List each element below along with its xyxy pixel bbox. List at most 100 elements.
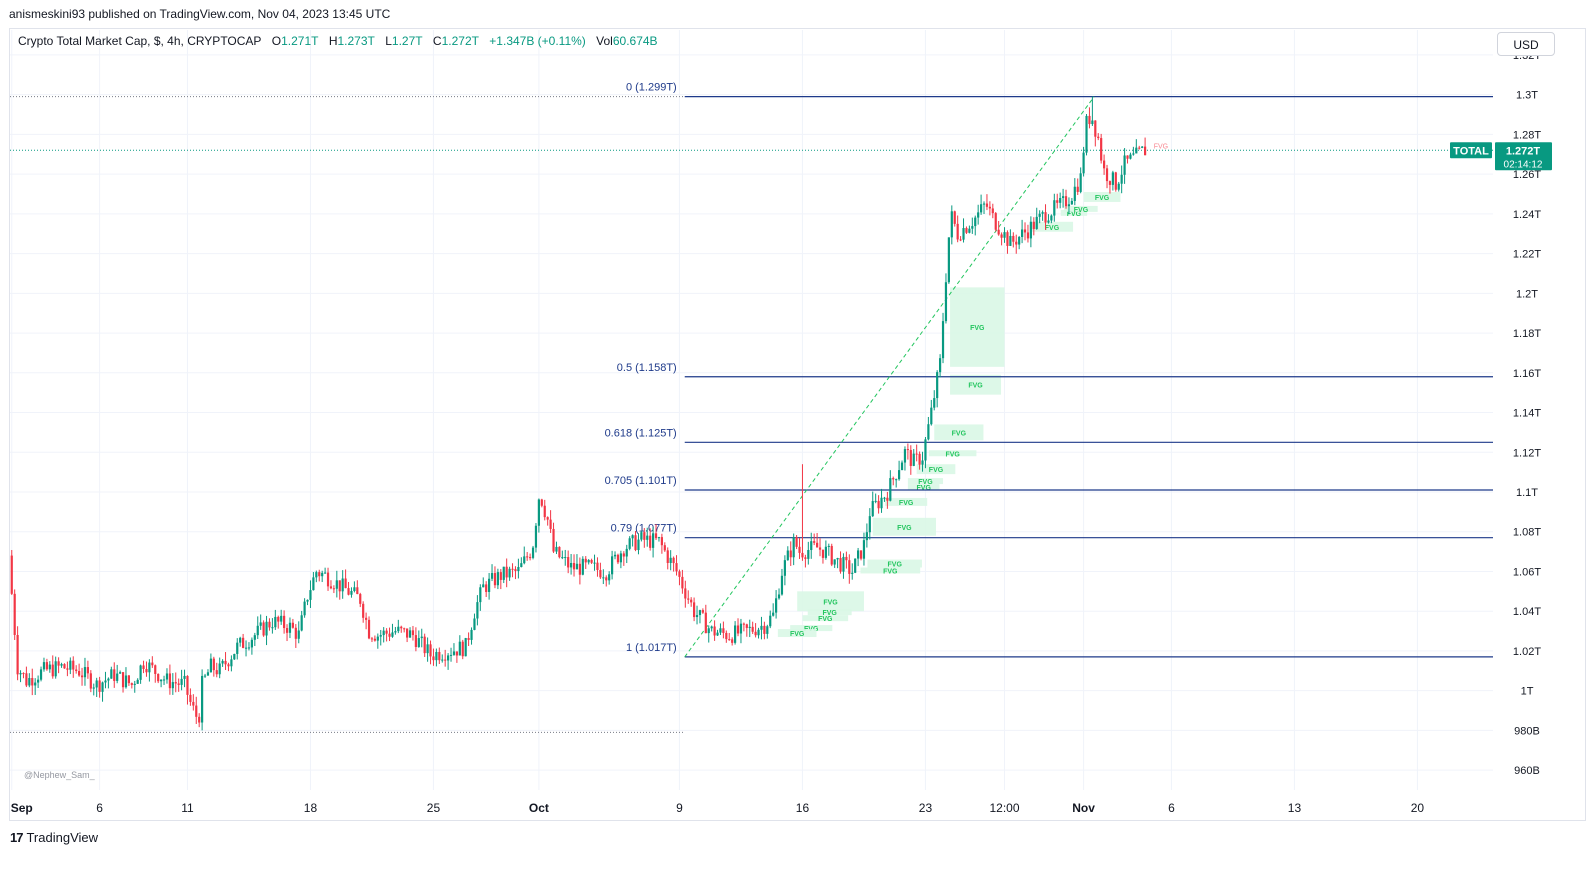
candle-body: [1059, 197, 1062, 203]
candle-body: [710, 626, 713, 629]
candle-body: [953, 211, 956, 224]
candle-body: [1067, 204, 1071, 207]
candle-body: [602, 577, 605, 579]
candle-body: [801, 552, 804, 558]
candle-body: [1050, 215, 1053, 221]
tradingview-logo[interactable]: 17 TradingView: [10, 830, 98, 845]
candle-body: [777, 594, 781, 599]
candle-body: [338, 580, 341, 592]
candle-body: [189, 694, 192, 702]
candle-body: [1132, 153, 1135, 155]
fvg-zone: [802, 615, 849, 622]
candle-body: [763, 625, 766, 634]
candle-body: [660, 537, 663, 546]
candle-body: [795, 537, 798, 547]
candle-body: [854, 558, 857, 573]
candle-body: [408, 630, 412, 638]
candle-body: [613, 554, 617, 557]
candle-body: [918, 453, 921, 465]
candle-body: [859, 550, 863, 559]
fib-level-label: 0.79 (1.077T): [611, 523, 677, 535]
symbol-tag-bg: [1450, 142, 1492, 159]
candle-body: [277, 616, 280, 622]
candle-body: [42, 662, 46, 670]
fvg-zone: [1064, 205, 1098, 212]
candle-body: [63, 664, 66, 669]
fvg-label: FVG: [790, 631, 805, 638]
candle-body: [391, 632, 394, 637]
candle-body: [22, 673, 25, 675]
fvg-label: FVG: [822, 610, 837, 617]
candle-body: [429, 644, 432, 657]
candle-body: [142, 665, 145, 669]
candle-body: [444, 659, 447, 661]
candle-body: [590, 560, 593, 563]
candle-body: [833, 559, 836, 565]
candle-body: [880, 497, 883, 509]
price-tags: TOTAL 1.272T 02:14:12: [1450, 142, 1552, 171]
candle-body: [479, 587, 482, 603]
candle-body: [608, 574, 611, 581]
candle-body: [526, 556, 529, 558]
candle-body: [537, 499, 540, 526]
candle-body: [458, 641, 461, 656]
fvg-zone: [928, 450, 977, 457]
fvg-zone: [907, 478, 944, 485]
candle-body: [353, 587, 356, 591]
candle-body: [643, 532, 646, 540]
candle-body: [965, 228, 968, 233]
price-tick-label: 1.28T: [1513, 129, 1541, 141]
candle-body: [195, 705, 198, 717]
candle-body: [1100, 138, 1103, 161]
candle-body: [1126, 155, 1129, 159]
candle-body: [611, 556, 614, 575]
candle-body: [728, 639, 731, 641]
candle-body: [909, 450, 912, 466]
candle-body: [637, 539, 640, 551]
candle-body: [517, 566, 520, 572]
price-tick-label: 1.22T: [1513, 249, 1541, 261]
price-tick-label: 1.3T: [1516, 90, 1538, 102]
candle-body: [1117, 183, 1120, 190]
fib-level-label: 1 (1.017T): [626, 642, 677, 654]
fvg-label: FVG: [823, 599, 838, 606]
fvg-label: FVG: [897, 525, 912, 532]
candle-body: [13, 593, 16, 635]
candle-body: [376, 636, 379, 641]
candle-body: [294, 627, 297, 639]
candle-body: [136, 679, 139, 684]
candle-body: [874, 500, 877, 502]
candle-body: [616, 554, 620, 563]
candle-body: [1114, 172, 1117, 190]
candle-body: [575, 563, 579, 570]
candle-body: [312, 577, 315, 591]
candle-body: [496, 572, 499, 586]
candle-body: [285, 628, 289, 633]
candle-body: [86, 667, 89, 674]
time-axis: Sep 6 11 18 25 Oct 9 16 23 12:00 Nov 6 13 20: [11, 801, 1425, 815]
candle-body: [119, 672, 122, 674]
candle-body: [1003, 232, 1006, 238]
candle-body: [268, 621, 271, 628]
candle-body: [596, 562, 599, 570]
candle-body: [804, 557, 807, 559]
candle-body: [318, 572, 321, 577]
time-tick-label: Nov: [1072, 801, 1095, 815]
candle-body: [851, 572, 854, 574]
symbol-name[interactable]: Crypto Total Market Cap, $, 4h, CRYPTOCA…: [18, 34, 262, 48]
candle-body: [1085, 115, 1088, 153]
candle-body: [66, 668, 69, 670]
candle-body: [367, 619, 371, 639]
candle-body: [365, 617, 368, 620]
fvg-zone: [1060, 209, 1088, 216]
candle-body: [836, 558, 839, 560]
candle-body: [1105, 168, 1109, 182]
candle-body: [335, 580, 338, 589]
candle-body: [1102, 160, 1106, 169]
candle-body: [379, 635, 382, 637]
currency-button[interactable]: USD: [1497, 32, 1555, 56]
candle-body: [531, 547, 535, 558]
time-tick-label: 16: [796, 801, 810, 815]
fvg-zone: [797, 591, 864, 612]
